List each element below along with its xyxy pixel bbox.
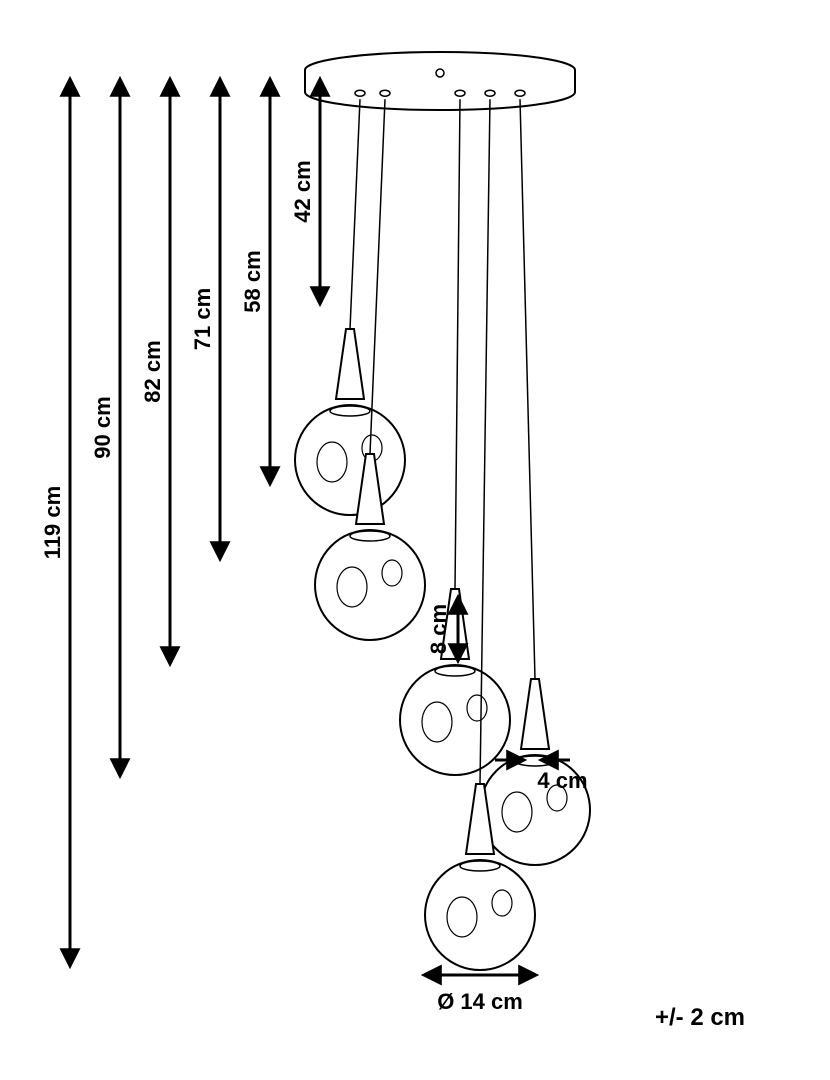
connector	[521, 679, 549, 749]
diameter-label: Ø 14 cm	[437, 989, 523, 1014]
dim-label-3: 71 cm	[190, 288, 215, 350]
cable	[520, 99, 535, 679]
pendant-2	[315, 90, 425, 640]
pendant-1	[295, 90, 405, 515]
cable	[350, 99, 360, 329]
tolerance-label: +/- 2 cm	[655, 1004, 745, 1031]
pendant-lamp-dimension-diagram: 119 cm 90 cm 82 cm 71 cm 58 cm 42 cm 8 cm 4 cm Ø…	[0, 0, 830, 1080]
cable	[370, 99, 385, 454]
glass-sphere	[400, 665, 510, 775]
dim-label-1: 90 cm	[90, 396, 115, 458]
dim-label-2: 82 cm	[140, 340, 165, 402]
cable	[455, 99, 460, 589]
pendant-3	[400, 90, 510, 775]
glass-sphere	[315, 530, 425, 640]
connector-width-label: 4 cm	[537, 768, 587, 793]
glass-sphere	[425, 860, 535, 970]
glass-sphere	[295, 405, 405, 515]
dim-label-0: 119 cm	[40, 486, 65, 559]
canopy-side	[305, 70, 575, 110]
dim-label-5: 42 cm	[290, 160, 315, 222]
connector	[336, 329, 364, 399]
connector-height-label: 8 cm	[426, 604, 451, 654]
dim-label-4: 58 cm	[240, 250, 265, 312]
